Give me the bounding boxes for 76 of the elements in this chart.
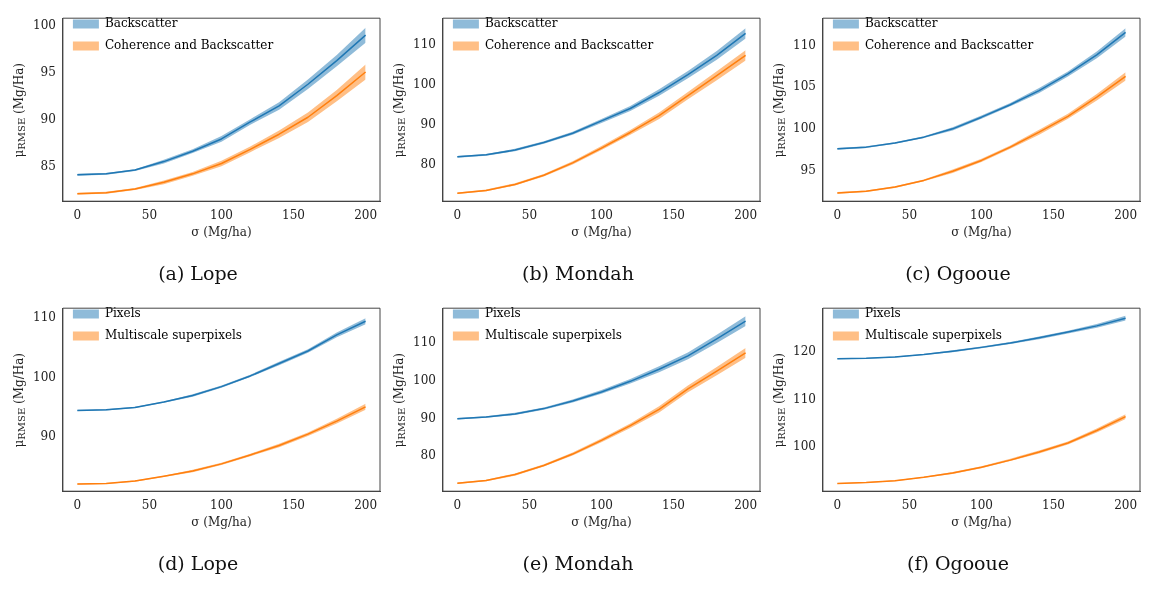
x-tick-label: 0 <box>833 207 842 222</box>
y-tick-label: 90 <box>40 429 56 444</box>
x-tick-label: 0 <box>453 207 462 222</box>
x-tick-label: 100 <box>590 497 613 512</box>
x-axis-title: σ (Mg/ha) <box>571 514 632 529</box>
legend-label: Multiscale superpixels <box>864 328 1002 343</box>
y-tick-label: 100 <box>413 76 436 91</box>
x-axis-title: σ (Mg/ha) <box>951 514 1012 529</box>
legend-label: Multiscale superpixels <box>484 328 622 343</box>
x-tick-label: 50 <box>901 497 918 512</box>
y-tick-label: 120 <box>793 343 816 358</box>
x-axis-title: σ (Mg/ha) <box>571 224 632 239</box>
y-tick-label: 100 <box>413 372 436 387</box>
y-tick-label: 95 <box>800 162 816 177</box>
x-tick-label: 150 <box>1042 497 1065 512</box>
x-tick-label: 200 <box>1114 207 1138 222</box>
legend-label: Backscatter <box>864 16 938 31</box>
x-axis-title: σ (Mg/ha) <box>191 514 252 529</box>
x-tick-label: 100 <box>970 497 993 512</box>
legend-label: Pixels <box>864 306 901 321</box>
text: (a) Lope <box>157 262 239 284</box>
legend-label: Multiscale superpixels <box>104 328 242 343</box>
x-tick-label: 200 <box>354 207 378 222</box>
y-tick-label: 110 <box>33 310 56 325</box>
x-tick-label: 100 <box>970 207 993 222</box>
y-tick-label: 110 <box>413 36 436 51</box>
x-tick-label: 50 <box>141 207 158 222</box>
x-tick-label: 200 <box>734 497 758 512</box>
x-tick-label: 200 <box>354 497 378 512</box>
text: (e) Mondah <box>521 552 635 574</box>
y-tick-label: 85 <box>40 159 56 174</box>
y-tick-label: 95 <box>40 65 56 80</box>
y-tick-label: 100 <box>793 120 816 135</box>
y-tick-label: 110 <box>413 334 436 349</box>
x-tick-label: 150 <box>662 497 685 512</box>
text: (c) Ogooue <box>904 262 1012 284</box>
x-tick-label: 0 <box>453 497 462 512</box>
y-tick-label: 100 <box>33 369 56 384</box>
y-tick-label: 110 <box>793 391 816 406</box>
text: (b) Mondah <box>521 262 635 284</box>
x-axis-title: σ (Mg/ha) <box>951 224 1012 239</box>
x-tick-label: 50 <box>141 497 158 512</box>
y-tick-label: 100 <box>33 17 56 32</box>
x-axis-title: σ (Mg/ha) <box>191 224 252 239</box>
x-tick-label: 0 <box>73 497 82 512</box>
y-tick-label: 110 <box>793 37 816 52</box>
x-tick-label: 150 <box>662 207 685 222</box>
x-tick-label: 150 <box>282 497 305 512</box>
text: (f) Ogooue <box>906 552 1010 574</box>
legend-label: Coherence and Backscatter <box>864 38 1034 53</box>
x-tick-label: 100 <box>590 207 613 222</box>
text: (d) Lope <box>156 552 240 574</box>
x-tick-label: 50 <box>901 207 918 222</box>
legend-label: Pixels <box>484 306 521 321</box>
y-tick-label: 105 <box>793 79 816 94</box>
legend-label: Backscatter <box>484 16 558 31</box>
legend-label: Coherence and Backscatter <box>104 38 274 53</box>
x-tick-label: 0 <box>73 207 82 222</box>
x-tick-label: 50 <box>521 207 538 222</box>
x-tick-label: 50 <box>521 497 538 512</box>
legend-label: Backscatter <box>104 16 178 31</box>
x-tick-label: 200 <box>1114 497 1138 512</box>
x-tick-label: 200 <box>734 207 758 222</box>
y-tick-label: 80 <box>420 156 436 171</box>
x-tick-label: 150 <box>282 207 305 222</box>
y-tick-label: 100 <box>793 439 816 454</box>
x-tick-label: 100 <box>210 207 233 222</box>
legend-label: Pixels <box>104 306 141 321</box>
y-tick-label: 90 <box>420 116 436 131</box>
x-tick-label: 100 <box>210 497 233 512</box>
x-tick-label: 0 <box>833 497 842 512</box>
y-tick-label: 80 <box>420 448 436 463</box>
x-tick-label: 150 <box>1042 207 1065 222</box>
legend-label: Coherence and Backscatter <box>484 38 654 53</box>
y-tick-label: 90 <box>40 112 56 127</box>
y-tick-label: 90 <box>420 410 436 425</box>
